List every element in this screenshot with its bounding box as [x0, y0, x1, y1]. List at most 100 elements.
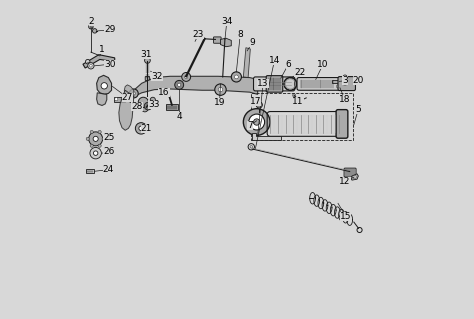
Circle shape — [92, 29, 97, 33]
Circle shape — [139, 126, 143, 130]
Text: 32: 32 — [151, 72, 163, 81]
Text: 2: 2 — [89, 17, 94, 26]
Circle shape — [90, 144, 93, 147]
Bar — [251, 93, 353, 140]
Circle shape — [136, 123, 147, 134]
Text: 18: 18 — [339, 95, 351, 104]
Text: 14: 14 — [269, 56, 280, 65]
Text: 8: 8 — [237, 31, 243, 40]
Text: 3: 3 — [342, 76, 348, 85]
FancyBboxPatch shape — [145, 77, 150, 80]
Text: 1: 1 — [99, 45, 105, 55]
Text: 27: 27 — [122, 93, 133, 102]
Text: 30: 30 — [104, 60, 116, 69]
Circle shape — [343, 75, 347, 79]
Polygon shape — [252, 133, 282, 140]
Circle shape — [343, 82, 347, 85]
Circle shape — [101, 83, 108, 89]
Circle shape — [90, 147, 101, 159]
Polygon shape — [97, 75, 111, 94]
Text: 9: 9 — [249, 38, 255, 47]
Circle shape — [175, 80, 183, 89]
Circle shape — [249, 114, 264, 130]
Circle shape — [98, 144, 101, 147]
Polygon shape — [114, 97, 125, 102]
Circle shape — [145, 57, 150, 63]
Text: 21: 21 — [141, 124, 152, 133]
Circle shape — [85, 59, 90, 64]
Bar — [86, 169, 94, 174]
Text: 5: 5 — [356, 105, 361, 114]
FancyBboxPatch shape — [213, 37, 221, 43]
Text: 13: 13 — [257, 79, 269, 88]
Polygon shape — [124, 85, 134, 98]
Circle shape — [182, 72, 191, 81]
Text: 24: 24 — [103, 165, 114, 174]
FancyBboxPatch shape — [344, 168, 356, 177]
Polygon shape — [220, 38, 231, 47]
Text: 31: 31 — [141, 49, 152, 59]
Circle shape — [89, 132, 103, 146]
Text: 4: 4 — [176, 112, 182, 121]
Circle shape — [184, 75, 188, 78]
Circle shape — [129, 89, 138, 98]
Circle shape — [102, 137, 105, 140]
Circle shape — [218, 87, 223, 92]
Text: 33: 33 — [148, 100, 160, 109]
Circle shape — [337, 85, 339, 88]
Bar — [166, 104, 178, 110]
FancyBboxPatch shape — [336, 110, 348, 138]
Polygon shape — [119, 90, 134, 130]
Circle shape — [292, 94, 296, 97]
Circle shape — [231, 72, 241, 82]
Circle shape — [132, 92, 136, 95]
Circle shape — [150, 97, 155, 102]
Circle shape — [89, 25, 93, 29]
Text: 26: 26 — [103, 147, 115, 156]
Circle shape — [215, 84, 226, 95]
Circle shape — [115, 98, 118, 101]
Text: 25: 25 — [103, 133, 115, 142]
Text: 34: 34 — [221, 17, 233, 26]
Circle shape — [86, 137, 89, 140]
Circle shape — [178, 83, 181, 86]
Text: 22: 22 — [294, 68, 306, 77]
Polygon shape — [97, 93, 107, 106]
Circle shape — [256, 102, 263, 108]
Circle shape — [93, 151, 98, 155]
Circle shape — [90, 130, 93, 134]
Circle shape — [90, 64, 92, 67]
Circle shape — [254, 119, 260, 125]
Text: 16: 16 — [158, 88, 170, 97]
FancyBboxPatch shape — [338, 77, 356, 91]
Polygon shape — [243, 48, 250, 78]
Circle shape — [243, 109, 270, 135]
FancyBboxPatch shape — [254, 77, 295, 91]
Circle shape — [235, 75, 238, 79]
FancyBboxPatch shape — [266, 76, 283, 92]
FancyBboxPatch shape — [297, 78, 341, 90]
Text: 10: 10 — [317, 60, 328, 69]
Text: 29: 29 — [104, 26, 116, 34]
Circle shape — [93, 136, 98, 141]
Circle shape — [144, 102, 152, 110]
Polygon shape — [351, 174, 358, 180]
Text: 20: 20 — [353, 76, 364, 85]
Text: 28: 28 — [131, 102, 143, 111]
Polygon shape — [332, 80, 339, 83]
Circle shape — [353, 175, 356, 179]
Circle shape — [121, 98, 124, 101]
Circle shape — [142, 106, 148, 112]
Text: 12: 12 — [339, 177, 351, 186]
Polygon shape — [83, 55, 115, 68]
Text: 7: 7 — [247, 121, 253, 130]
Text: 23: 23 — [192, 31, 204, 40]
Text: 17: 17 — [250, 97, 261, 106]
Polygon shape — [134, 76, 258, 97]
Text: 11: 11 — [292, 97, 304, 106]
Text: 6: 6 — [285, 60, 292, 69]
Circle shape — [98, 130, 101, 134]
Text: 19: 19 — [214, 99, 225, 108]
Circle shape — [88, 63, 94, 69]
Text: 15: 15 — [340, 211, 351, 220]
